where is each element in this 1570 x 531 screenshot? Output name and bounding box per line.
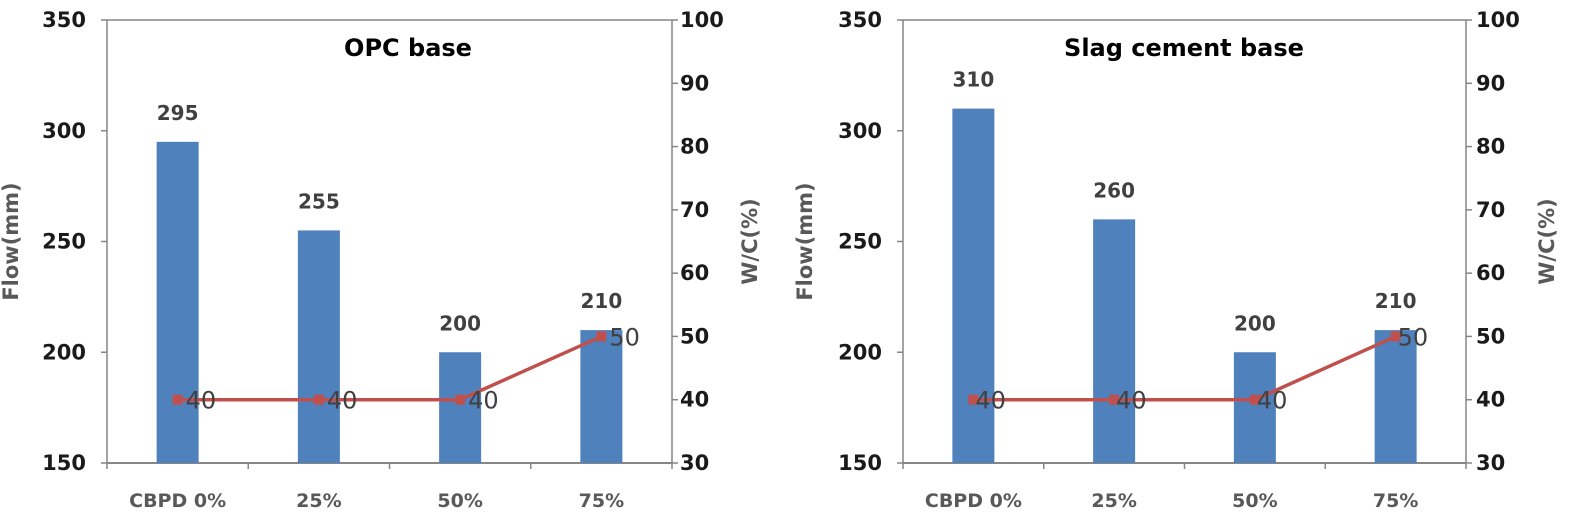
y-axis-title: Flow(mm): [0, 182, 23, 300]
y2-tick-label: 40: [680, 388, 709, 412]
bar: [580, 330, 623, 463]
y2-tick-label: 90: [1476, 71, 1505, 95]
bar-data-label: 295: [157, 101, 199, 125]
line-data-label: 50: [609, 323, 640, 351]
bar: [439, 352, 482, 463]
x-category-label: CBPD 0%: [925, 490, 1022, 512]
y2-tick-label: 40: [1476, 388, 1505, 412]
y2-tick-label: 70: [680, 198, 709, 222]
line-data-label: 40: [1116, 387, 1147, 415]
x-category-label: 25%: [1091, 490, 1136, 512]
x-category-label: 25%: [296, 490, 341, 512]
y2-tick-label: 60: [1476, 261, 1505, 285]
y2-tick-label: 100: [1476, 8, 1520, 32]
y2-tick-label: 80: [1476, 135, 1505, 159]
chart-panel-2: 150 200 250 300 350 30 40 50 60 70 80 90 100 Flow(mm)…: [793, 8, 1559, 512]
bar-data-label: 210: [1375, 289, 1417, 313]
line-series: [973, 334, 1397, 402]
line-marker: [1109, 394, 1120, 405]
y2-tick-label: 80: [680, 135, 709, 159]
y-tick-label: 250: [42, 230, 86, 254]
x-category-label: 75%: [579, 490, 624, 512]
y2-tick-label: 100: [680, 8, 724, 32]
bar-data-label: 310: [953, 68, 995, 92]
line-data-label: 40: [186, 387, 217, 415]
line-marker: [313, 394, 324, 405]
y-tick-label: 300: [42, 119, 86, 143]
line-data-label: 40: [468, 387, 499, 415]
y2-tick-label: 60: [680, 261, 709, 285]
y-axis-title: Flow(mm): [793, 182, 817, 300]
y2-tick-label: 90: [680, 71, 709, 95]
bar: [1093, 219, 1136, 463]
bar: [1374, 330, 1417, 463]
line-marker: [455, 394, 466, 405]
chart-panel-1: 150 200 250 300 350 30 40 50 60 70 80 90 100 Flow(mm)…: [0, 8, 762, 512]
line-data-label: 40: [1257, 387, 1288, 415]
y-tick-label: 200: [838, 340, 882, 364]
line-series: [177, 334, 603, 402]
y-tick-label: 150: [838, 451, 882, 475]
y2-tick-label: 50: [680, 324, 709, 348]
bar: [156, 141, 199, 463]
x-category-label: 75%: [1373, 490, 1418, 512]
bar-data-label: 200: [439, 311, 481, 335]
y-tick-label: 350: [838, 8, 882, 32]
y2-tick-label: 70: [1476, 198, 1505, 222]
bar: [297, 230, 340, 463]
line-data-label: 40: [975, 387, 1006, 415]
y2-tick-label: 30: [1476, 451, 1505, 475]
x-category-label: 50%: [437, 490, 482, 512]
bar: [1233, 352, 1276, 463]
line-marker: [172, 394, 183, 405]
y-tick-label: 300: [838, 119, 882, 143]
y-tick-label: 350: [42, 8, 86, 32]
line-marker: [596, 331, 607, 342]
bar-data-label: 210: [581, 289, 623, 313]
line-marker: [968, 394, 979, 405]
bar-data-label: 200: [1234, 311, 1276, 335]
y-tick-label: 150: [42, 451, 86, 475]
chart-title: Slag cement base: [1064, 34, 1304, 62]
x-category-label: CBPD 0%: [129, 490, 226, 512]
y-tick-label: 200: [42, 340, 86, 364]
y2-tick-label: 30: [680, 451, 709, 475]
line-marker: [1390, 331, 1401, 342]
chart-title: OPC base: [344, 34, 472, 62]
y2-tick-label: 50: [1476, 324, 1505, 348]
y-tick-label: 250: [838, 230, 882, 254]
x-category-label: 50%: [1232, 490, 1277, 512]
y2-axis-title: W/C(%): [738, 198, 762, 284]
bar-data-label: 255: [298, 189, 340, 213]
line-data-label: 40: [327, 387, 358, 415]
line-data-label: 50: [1398, 323, 1429, 351]
line-marker: [1249, 394, 1260, 405]
bar-data-label: 260: [1093, 178, 1135, 202]
y2-axis-title: W/C(%): [1535, 198, 1559, 284]
